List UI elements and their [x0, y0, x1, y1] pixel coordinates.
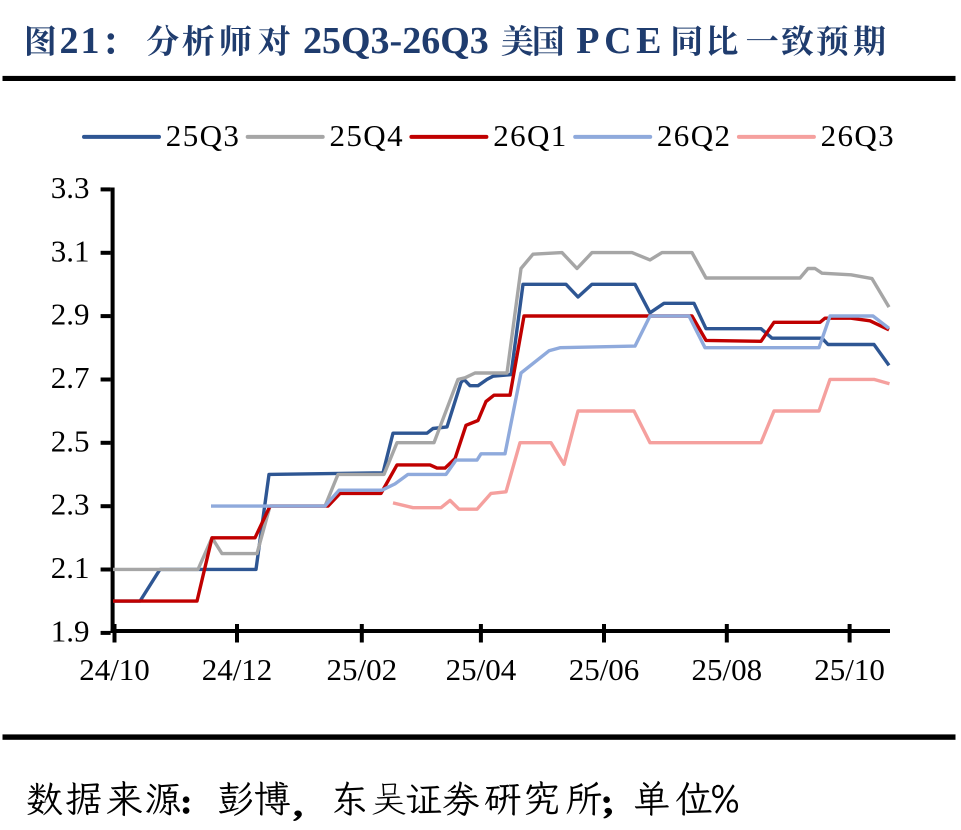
svg-text:26Q3: 26Q3 — [821, 118, 896, 153]
svg-text:25/08: 25/08 — [691, 652, 762, 687]
svg-text:24/12: 24/12 — [202, 652, 273, 687]
svg-text:25Q3-26Q3: 25Q3-26Q3 — [303, 20, 489, 62]
svg-text:3.3: 3.3 — [51, 170, 90, 205]
svg-text:25Q4: 25Q4 — [330, 118, 405, 153]
svg-text:1.9: 1.9 — [51, 613, 90, 648]
svg-text:2.1: 2.1 — [51, 550, 90, 585]
svg-text:25/06: 25/06 — [569, 652, 640, 687]
svg-text:2.5: 2.5 — [51, 423, 90, 458]
svg-text:2.7: 2.7 — [51, 360, 90, 395]
svg-text:24/10: 24/10 — [79, 652, 150, 687]
svg-text:2.3: 2.3 — [51, 487, 90, 522]
svg-text:3.1: 3.1 — [51, 233, 90, 268]
svg-text:26Q2: 26Q2 — [657, 118, 732, 153]
svg-text:25/10: 25/10 — [814, 652, 885, 687]
svg-text:2.9: 2.9 — [51, 297, 90, 332]
svg-text:21: 21 — [60, 20, 102, 62]
svg-text:25/04: 25/04 — [446, 652, 517, 687]
svg-text:26Q1: 26Q1 — [493, 118, 568, 153]
svg-text:25/02: 25/02 — [326, 652, 397, 687]
svg-text:25Q3: 25Q3 — [166, 118, 241, 153]
svg-text:PCE: PCE — [576, 20, 666, 62]
